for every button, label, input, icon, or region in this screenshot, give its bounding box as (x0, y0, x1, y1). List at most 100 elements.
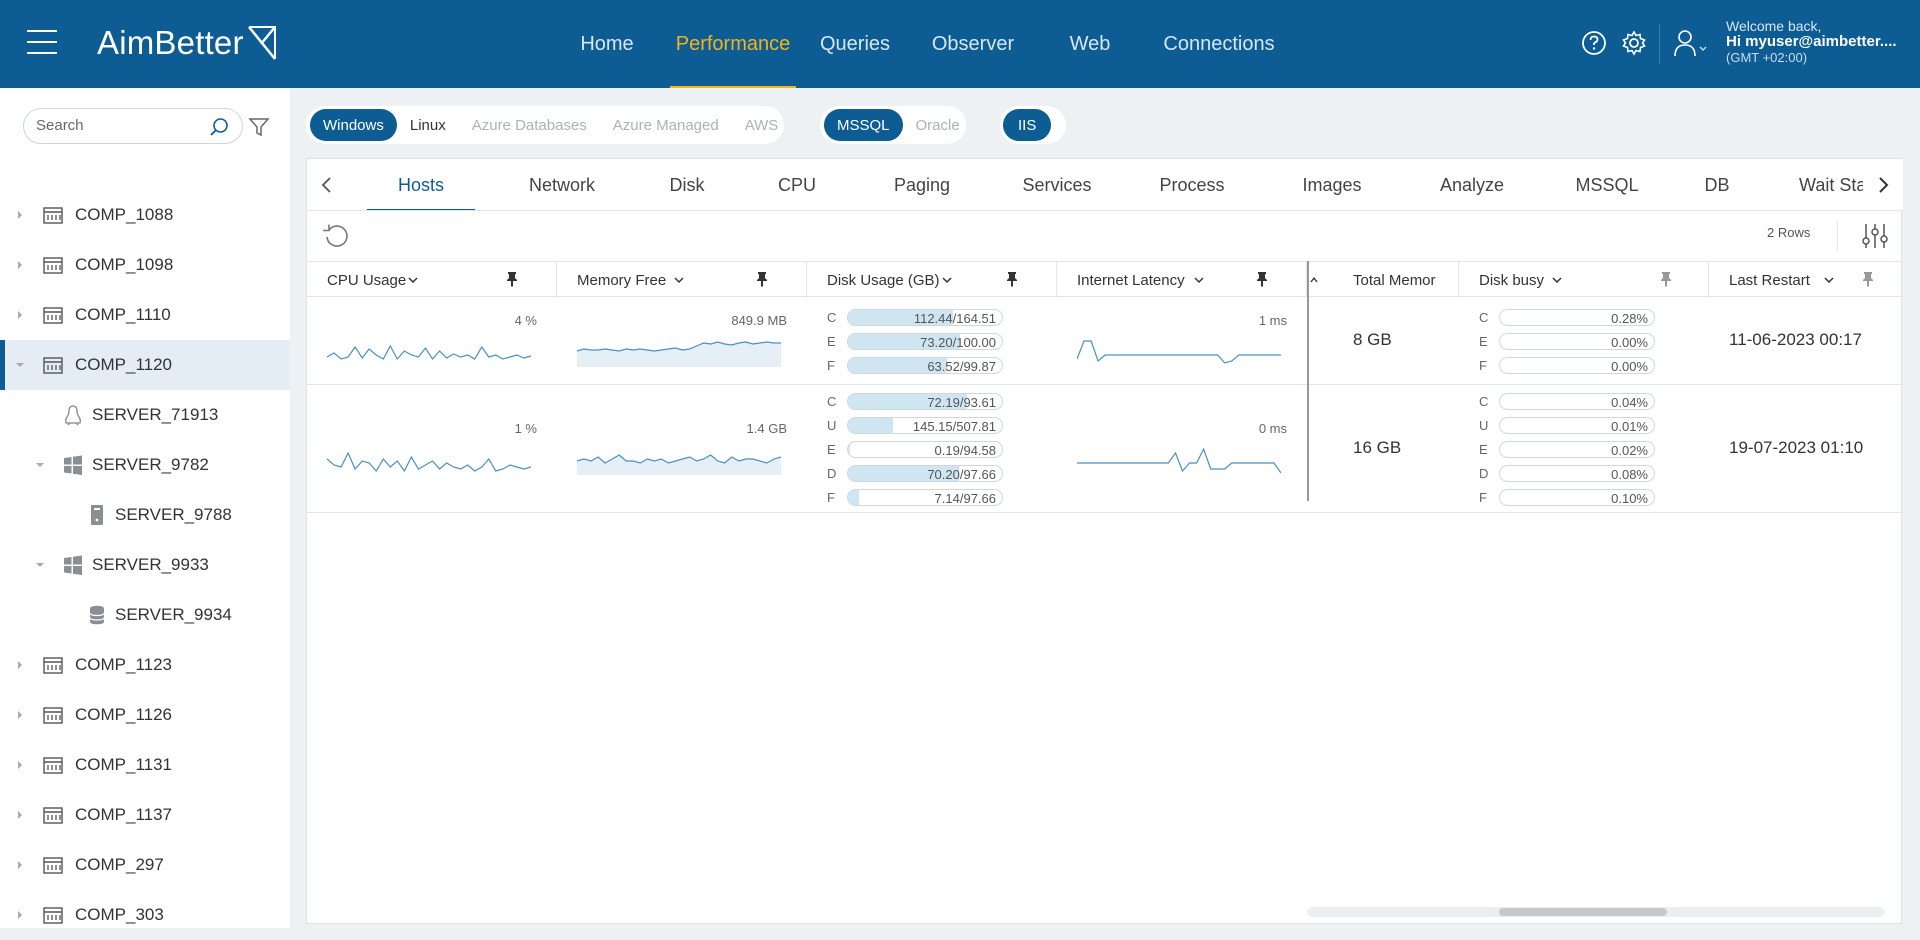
disk-usage-fill (848, 393, 967, 409)
caret-right-icon[interactable] (15, 660, 25, 670)
tab-services[interactable]: Services (1022, 174, 1092, 195)
tab-network[interactable]: Network (528, 174, 595, 195)
nav-connections[interactable]: Connections (1144, 0, 1294, 88)
filter-windows[interactable]: Windows (310, 109, 397, 141)
pin-icon[interactable] (1659, 271, 1673, 287)
col-total-memory[interactable]: Total Memor (1333, 262, 1459, 298)
sort-chevron-icon[interactable] (407, 276, 419, 284)
tab-wait-stats[interactable]: Wait Sta (1799, 174, 1867, 195)
tab-images[interactable]: Images (1302, 174, 1362, 195)
caret-right-icon[interactable] (15, 260, 25, 270)
caret-right-icon[interactable] (15, 760, 25, 770)
tab-disk[interactable]: Disk (669, 174, 705, 195)
table-row[interactable]: 1 % 1.4 GB C 72.19/93.61 U 145.15/507.81 … (307, 385, 1903, 513)
search-input[interactable] (36, 117, 196, 134)
filter-azure-managed[interactable]: Azure Managed (612, 116, 719, 134)
tree-node[interactable]: SERVER_9934 (0, 590, 290, 640)
filter-mssql[interactable]: MSSQL (824, 109, 903, 141)
tabs-next-icon[interactable] (1863, 159, 1903, 210)
tree-node[interactable]: COMP_303 (0, 890, 290, 940)
sort-chevron-icon[interactable] (1823, 276, 1835, 284)
chevron-up-icon[interactable] (1309, 276, 1319, 284)
tree-node[interactable]: COMP_1120 (0, 340, 290, 390)
col-disk-usage[interactable]: Disk Usage (GB) (807, 262, 1057, 298)
brand-name: AimBetter (97, 24, 244, 61)
tree-node[interactable]: COMP_1088 (0, 190, 290, 240)
tab-hosts[interactable]: Hosts (367, 159, 475, 210)
refresh-icon[interactable] (321, 221, 351, 251)
tree-node[interactable]: COMP_1131 (0, 740, 290, 790)
filter-azure-databases[interactable]: Azure Databases (471, 116, 587, 134)
sort-chevron-icon[interactable] (1193, 276, 1205, 284)
tab-mssql[interactable]: MSSQL (1575, 174, 1639, 195)
tab-process[interactable]: Process (1159, 174, 1225, 195)
filter-aws[interactable]: AWS (744, 116, 779, 134)
user-avatar-icon[interactable] (1673, 26, 1709, 60)
tree-node[interactable]: COMP_1123 (0, 640, 290, 690)
caret-down-icon[interactable] (35, 560, 45, 570)
filter-oracle[interactable]: Oracle (915, 116, 960, 134)
building-icon (42, 804, 64, 826)
caret-down-icon[interactable] (35, 460, 45, 470)
pin-icon[interactable] (505, 271, 519, 287)
caret-down-icon[interactable] (15, 360, 25, 370)
disk-usage-value: 63.52/99.87 (927, 358, 996, 374)
tree-node[interactable]: COMP_1098 (0, 240, 290, 290)
tab-db[interactable]: DB (1704, 174, 1730, 195)
caret-right-icon[interactable] (15, 810, 25, 820)
tree-node[interactable]: COMP_1126 (0, 690, 290, 740)
search-box (23, 108, 243, 144)
caret-right-icon[interactable] (15, 210, 25, 220)
hamburger-menu-icon[interactable] (27, 30, 57, 56)
scrollbar-thumb[interactable] (1499, 908, 1667, 916)
tree-node[interactable]: SERVER_71913 (0, 390, 290, 440)
col-last-restart[interactable]: Last Restart (1709, 262, 1903, 298)
col-cpu-usage[interactable]: CPU Usage (307, 262, 557, 298)
caret-right-icon[interactable] (15, 910, 25, 920)
tree-node[interactable]: COMP_1110 (0, 290, 290, 340)
caret-right-icon[interactable] (15, 860, 25, 870)
nav-home[interactable]: Home (556, 0, 658, 88)
horizontal-scrollbar[interactable] (1307, 907, 1885, 917)
tab-cpu[interactable]: CPU (777, 174, 816, 195)
nav-web[interactable]: Web (1040, 0, 1140, 88)
pin-icon[interactable] (1255, 271, 1269, 287)
search-icon[interactable] (208, 116, 230, 138)
pin-icon[interactable] (1005, 271, 1019, 287)
sort-chevron-icon[interactable] (673, 276, 685, 284)
pin-icon[interactable] (755, 271, 769, 287)
help-icon[interactable] (1580, 29, 1608, 57)
filter-linux[interactable]: Linux (409, 116, 446, 134)
tree-node[interactable]: SERVER_9782 (0, 440, 290, 490)
sort-chevron-icon[interactable] (941, 276, 953, 284)
tree-node[interactable]: COMP_1137 (0, 790, 290, 840)
col-disk-busy[interactable]: Disk busy (1459, 262, 1709, 298)
tab-analyze[interactable]: Analyze (1439, 174, 1505, 195)
table-row[interactable]: 4 % 849.9 MB C 112.44/164.51 E 73.20/100.… (307, 297, 1903, 385)
cpu-value: 1 % (514, 421, 537, 436)
user-welcome[interactable]: Welcome back, Hi myuser@aimbetter.... (G… (1726, 18, 1897, 66)
gear-icon[interactable] (1620, 29, 1648, 57)
filter-iis[interactable]: IIS (1003, 109, 1052, 141)
column-settings-icon[interactable] (1860, 221, 1890, 251)
tabs-prev-icon[interactable] (307, 159, 347, 210)
caret-right-icon[interactable] (15, 710, 25, 720)
disk-busy-value: 0.04% (1611, 394, 1648, 410)
tab-paging[interactable]: Paging (893, 174, 951, 195)
pin-icon[interactable] (1861, 271, 1875, 287)
nav-queries[interactable]: Queries (796, 0, 914, 88)
col-collapsed[interactable] (1307, 262, 1333, 298)
caret-right-icon[interactable] (15, 310, 25, 320)
nav-performance[interactable]: Performance (670, 0, 796, 88)
col-memory-free[interactable]: Memory Free (557, 262, 807, 298)
building-icon (42, 704, 64, 726)
tree-node[interactable]: COMP_297 (0, 840, 290, 890)
tree-node[interactable]: SERVER_9788 (0, 490, 290, 540)
filter-icon[interactable] (248, 116, 270, 138)
nav-observer[interactable]: Observer (914, 0, 1032, 88)
tree-node[interactable]: SERVER_9933 (0, 540, 290, 590)
col-internet-latency[interactable]: Internet Latency (1057, 262, 1307, 298)
brand-logo[interactable]: AimBetter (97, 20, 278, 66)
sort-chevron-icon[interactable] (1551, 276, 1563, 284)
latency-sparkline (1077, 447, 1282, 480)
